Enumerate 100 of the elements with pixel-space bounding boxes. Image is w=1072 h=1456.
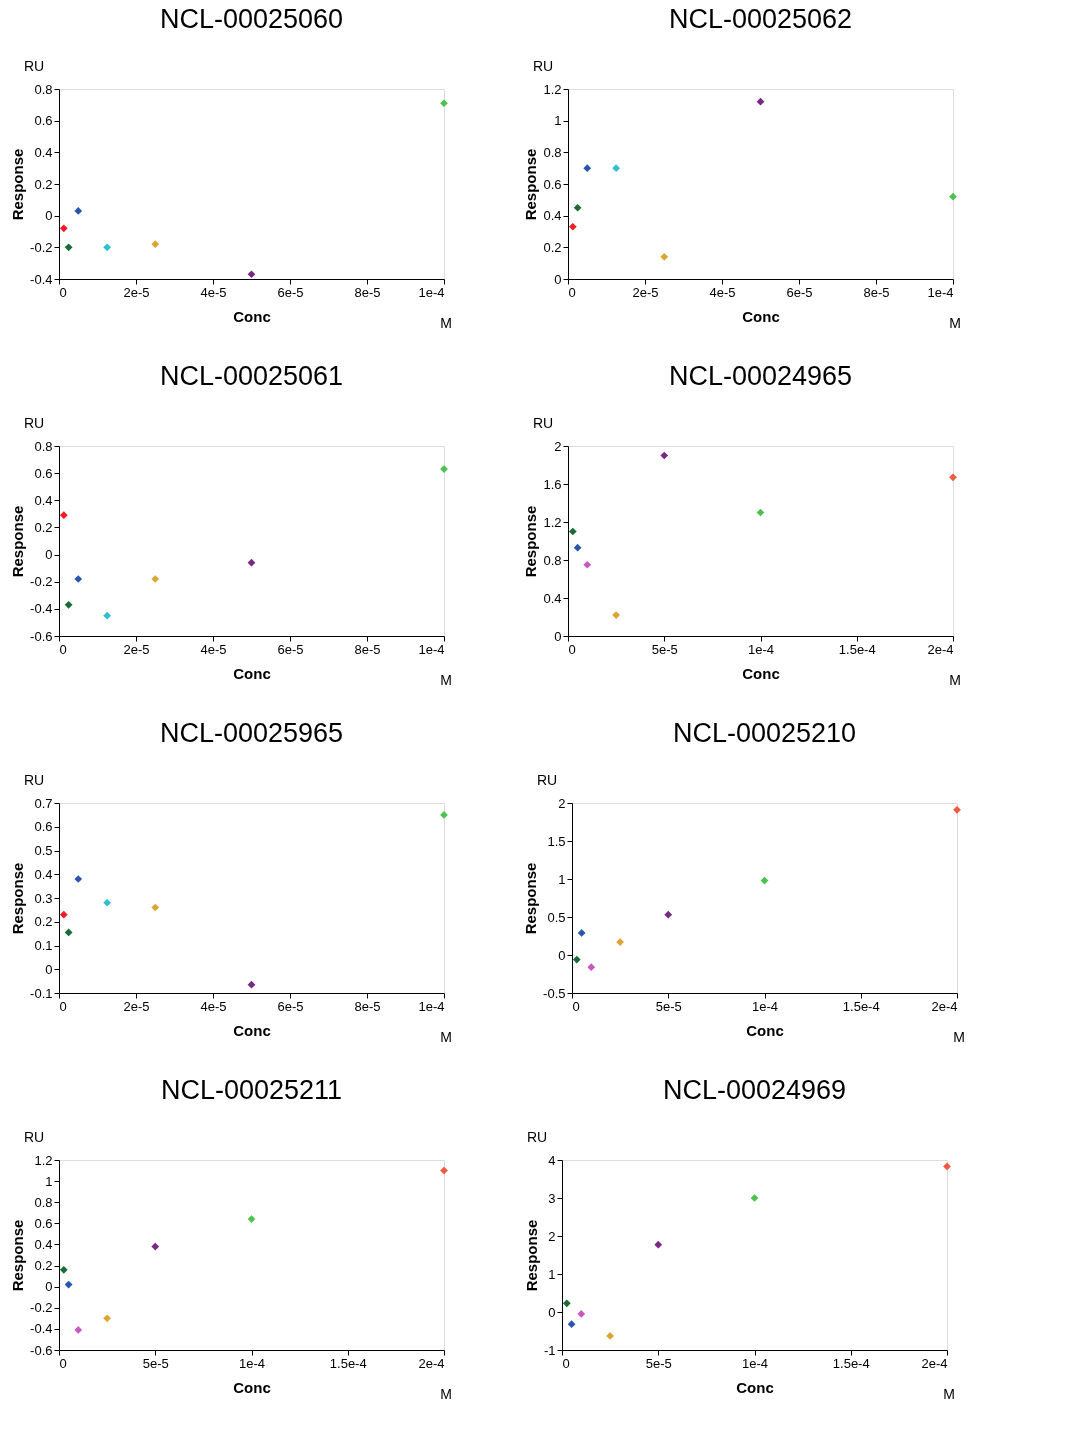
text: RU	[24, 415, 45, 431]
text: RU	[537, 772, 558, 788]
point	[660, 252, 669, 261]
point	[59, 224, 68, 233]
point	[64, 1280, 73, 1289]
point	[59, 910, 68, 919]
text: RU	[533, 58, 554, 74]
y-tick-label: 0.2	[34, 176, 53, 192]
point	[949, 192, 957, 201]
y-tick-label: -1	[543, 1342, 556, 1358]
text: M	[943, 1386, 955, 1402]
y-tick-label: 0.8	[543, 144, 562, 160]
point	[562, 1299, 571, 1308]
point	[74, 1326, 83, 1334]
x-tick-label: 1.5e-4	[842, 998, 880, 1014]
point	[583, 560, 592, 569]
x-tick-label: 1e-4	[418, 998, 445, 1014]
y-tick-label: -0.6	[30, 628, 53, 644]
point	[953, 805, 961, 814]
y-tick-label: 1.2	[543, 514, 562, 530]
y-axis-title: Response	[522, 1219, 540, 1292]
y-tick-label: 0	[45, 1279, 53, 1295]
x-tick-label: 5e-5	[142, 1355, 169, 1371]
y-tick-label: 0	[554, 271, 562, 287]
y-tick-label: 1	[554, 113, 562, 129]
y-tick-label: 2	[554, 438, 562, 454]
y-tick-label: 0	[558, 947, 566, 963]
x-tick-label: 8e-5	[354, 284, 381, 300]
y-axis-title: Response	[9, 862, 27, 935]
x-tick-label: 2e-5	[123, 284, 150, 300]
y-tick-label: 0.6	[34, 1215, 53, 1231]
x-tick-label: 8e-5	[354, 641, 381, 657]
point	[103, 243, 111, 252]
point	[64, 928, 73, 937]
y-tick-label: 0.8	[34, 1194, 53, 1210]
point	[247, 980, 256, 989]
point	[59, 511, 68, 520]
point	[74, 207, 83, 215]
x-tick-label: 0	[59, 1355, 67, 1371]
x-axis-title: Conc	[746, 1021, 784, 1039]
x-tick-label: 2e-4	[927, 641, 954, 657]
text: M	[440, 1029, 452, 1045]
x-tick-label: 1.5e-4	[329, 1355, 367, 1371]
x-tick-label: 0	[59, 641, 67, 657]
point	[949, 473, 957, 482]
x-tick-label: 6e-5	[277, 641, 304, 657]
y-tick-label: 0.3	[34, 890, 53, 906]
y-tick-label: 0.4	[34, 866, 53, 882]
text: RU	[533, 415, 554, 431]
x-tick-label: 0	[59, 284, 67, 300]
x-tick-label: 2e-5	[123, 998, 150, 1014]
text: RU	[24, 1129, 45, 1145]
y-tick-label: 0.2	[34, 914, 53, 930]
y-tick-label: -0.4	[30, 271, 53, 287]
y-tick-label: 0.4	[34, 1236, 53, 1252]
x-tick-label: 6e-5	[277, 998, 304, 1014]
y-tick-label: 1	[558, 871, 566, 887]
point	[587, 963, 596, 972]
point	[573, 203, 582, 212]
y-tick-label: 0.5	[34, 843, 53, 858]
x-tick-label: 1.5e-4	[832, 1355, 870, 1371]
x-tick-label: 1e-4	[418, 641, 445, 657]
point	[660, 451, 669, 460]
y-axis-title: Response	[9, 148, 27, 221]
x-tick-label: 8e-5	[354, 998, 381, 1014]
x-tick-label: 1e-4	[418, 284, 445, 300]
y-tick-label: 0	[45, 547, 53, 563]
x-axis-title: Conc	[742, 307, 780, 325]
point	[151, 903, 160, 912]
y-tick-label: 0.1	[34, 938, 53, 953]
y-axis-title: Response	[522, 862, 540, 935]
x-tick-label: 4e-5	[200, 998, 227, 1014]
point	[103, 898, 111, 907]
y-tick-label: 0.8	[543, 552, 562, 568]
point	[654, 1240, 663, 1249]
x-tick-label: 4e-5	[200, 284, 227, 300]
x-tick-label: 5e-5	[645, 1355, 672, 1371]
y-tick-label: 0	[45, 208, 53, 224]
point	[612, 611, 620, 619]
point	[583, 164, 592, 173]
point	[572, 955, 581, 964]
x-tick-label: 1e-4	[927, 284, 954, 300]
y-tick-label: 0	[45, 961, 53, 977]
x-tick-label: 6e-5	[786, 284, 813, 300]
x-tick-label: 2e-5	[632, 284, 659, 300]
y-tick-label: 1	[45, 1173, 53, 1189]
x-tick-label: 1.5e-4	[838, 641, 876, 657]
text: RU	[527, 1129, 548, 1145]
point	[664, 910, 673, 919]
y-tick-label: 0	[554, 628, 562, 644]
point	[247, 270, 256, 279]
point	[577, 929, 586, 937]
point	[567, 1320, 576, 1329]
point	[151, 240, 160, 249]
x-tick-label: 5e-5	[655, 998, 682, 1014]
x-tick-label: 0	[59, 998, 67, 1014]
point	[577, 1310, 586, 1318]
y-tick-label: 3	[548, 1190, 556, 1206]
y-tick-label: -0.2	[30, 1300, 53, 1316]
y-tick-label: 0.2	[34, 1258, 53, 1274]
